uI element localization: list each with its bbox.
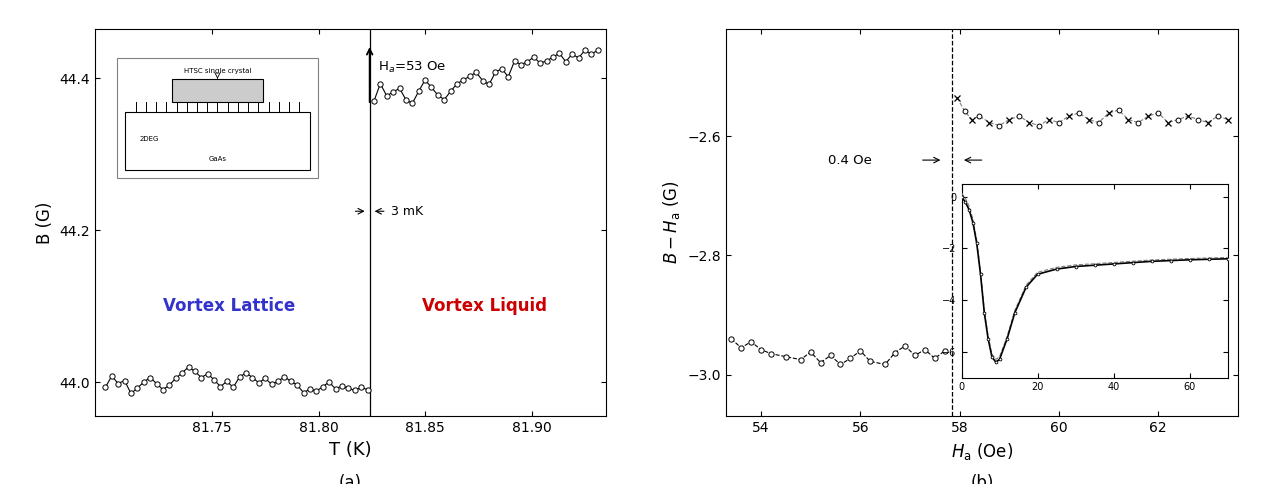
X-axis label: T (K): T (K): [330, 440, 371, 459]
Y-axis label: B (G): B (G): [35, 201, 54, 244]
Text: Vortex Liquid: Vortex Liquid: [422, 297, 547, 315]
Text: 0.4 Oe: 0.4 Oe: [829, 153, 871, 166]
Y-axis label: $B - H_\mathrm{a}$ (G): $B - H_\mathrm{a}$ (G): [662, 181, 682, 264]
Text: H$_a$=53 Oe: H$_a$=53 Oe: [378, 60, 446, 75]
Text: 3 mK: 3 mK: [392, 205, 423, 218]
X-axis label: $H_\mathrm{a}$ (Oe): $H_\mathrm{a}$ (Oe): [951, 440, 1013, 462]
Text: Vortex Lattice: Vortex Lattice: [163, 297, 296, 315]
Text: (a): (a): [338, 474, 362, 484]
Text: (b): (b): [970, 474, 994, 484]
